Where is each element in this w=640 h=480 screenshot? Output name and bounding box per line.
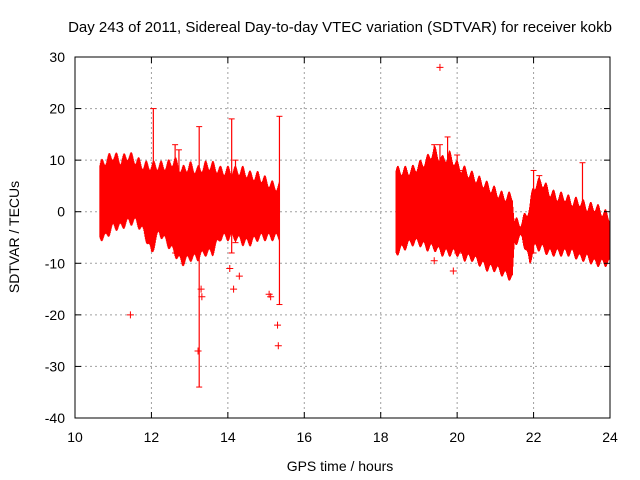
outlier-point [449, 267, 457, 275]
outlier-point [230, 285, 238, 293]
outlier-point [226, 264, 234, 272]
x-tick-label: 18 [373, 429, 389, 445]
outlier-point [197, 285, 205, 293]
y-tick-label: -30 [45, 358, 65, 374]
outlier-point [436, 63, 444, 71]
x-tick-label: 12 [144, 429, 160, 445]
outlier-point [430, 257, 438, 265]
x-axis-label: GPS time / hours [286, 458, 394, 474]
y-tick-label: -10 [45, 255, 65, 271]
outlier-point [274, 342, 282, 350]
x-tick-label: 16 [296, 429, 312, 445]
y-tick-label: -40 [45, 410, 65, 426]
y-tick-label: -20 [45, 307, 65, 323]
y-tick-label: 20 [49, 101, 65, 117]
outlier-point [198, 293, 206, 301]
x-tick-label: 22 [526, 429, 542, 445]
y-tick-label: 0 [57, 204, 65, 220]
x-tick-label: 20 [449, 429, 465, 445]
x-tick-label: 14 [220, 429, 236, 445]
y-tick-label: 10 [49, 152, 65, 168]
outlier-point [126, 311, 134, 319]
chart-title: Day 243 of 2011, Sidereal Day-to-day VTE… [68, 19, 612, 36]
x-tick-label: 24 [602, 429, 618, 445]
outlier-point [267, 293, 275, 301]
plot-frame [74, 56, 611, 419]
y-tick-label: 30 [49, 49, 65, 65]
outlier-point [274, 321, 282, 329]
x-tick-label: 10 [67, 429, 83, 445]
outlier-point [235, 272, 243, 280]
outlier-point [194, 347, 202, 355]
